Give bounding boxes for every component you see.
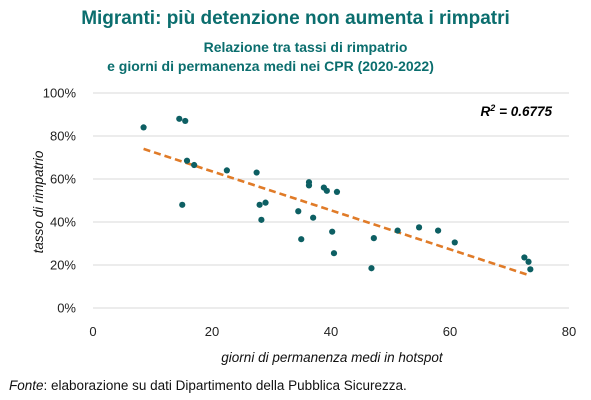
data-point (415, 224, 423, 231)
r-squared-superscript: 2 (489, 103, 495, 113)
chart-subtitle-line-2: e giorni di permanenza medi nei CPR (202… (107, 58, 434, 74)
data-point (256, 201, 263, 208)
data-point (527, 266, 534, 273)
r-squared-value: = 0.6775 (495, 104, 552, 119)
data-point (329, 228, 336, 235)
data-point (298, 236, 305, 243)
y-tick-label: 100% (43, 86, 77, 101)
data-point (253, 169, 260, 176)
r-squared-annotation: R2 = 0.6775 (481, 103, 553, 119)
data-point (258, 216, 265, 223)
data-point (183, 157, 191, 164)
data-point (451, 239, 458, 246)
data-point (370, 235, 377, 242)
data-point (435, 227, 442, 234)
data-point (191, 161, 198, 169)
y-axis-label: tasso di rimpatrio (31, 150, 46, 253)
data-point (262, 199, 269, 206)
x-axis-label: giorni di permanenza medi in hotspot (221, 350, 444, 365)
data-point (305, 182, 313, 189)
source-label: Fonte (9, 378, 44, 393)
data-point (368, 265, 375, 272)
y-tick-label: 80% (50, 129, 76, 144)
data-point (176, 115, 183, 122)
r-squared-main: R (481, 104, 491, 119)
x-tick-label: 80 (562, 324, 576, 339)
data-point (323, 187, 330, 194)
chart-subtitle-line-1: Relazione tra tassi di rimpatrio (203, 39, 408, 55)
source-text: : elaborazione su dati Dipartimento dell… (43, 378, 407, 393)
y-tick-label: 60% (50, 172, 76, 187)
y-tick-label: 20% (50, 258, 76, 273)
source-note: Fonte: elaborazione su dati Dipartimento… (9, 378, 407, 393)
data-point (394, 227, 401, 234)
x-tick-label: 0 (89, 324, 96, 339)
data-point (333, 188, 341, 195)
y-tick-label: 40% (50, 215, 76, 230)
data-point (223, 167, 230, 174)
gridlines (93, 92, 569, 266)
data-point (179, 201, 186, 208)
x-tick-label: 20 (205, 324, 219, 339)
y-axis-ticks: 0% 20% 40% 60% 80% 100% (43, 86, 77, 316)
data-point (182, 117, 189, 125)
data-point (330, 250, 338, 257)
data-point (140, 124, 147, 131)
data-point (525, 258, 532, 265)
data-point (521, 254, 528, 261)
x-tick-label: 60 (443, 324, 457, 339)
data-points (140, 115, 534, 273)
x-axis-ticks: 0 20 40 60 80 (89, 324, 576, 339)
data-point (310, 214, 317, 221)
trendline (143, 147, 528, 276)
data-point (295, 208, 302, 215)
y-tick-label: 0% (57, 301, 76, 316)
x-tick-label: 40 (324, 324, 338, 339)
chart-title: Migranti: più detenzione non aumenta i r… (81, 8, 510, 29)
